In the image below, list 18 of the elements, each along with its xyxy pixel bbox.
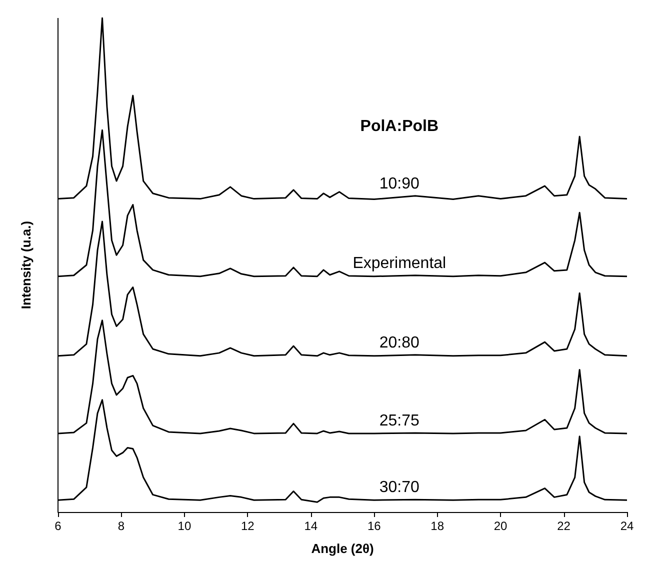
series-label: 30:70 [379,479,420,496]
x-tick-label: 8 [118,519,125,533]
series-label: 10:90 [379,175,420,192]
x-tick-label: 24 [620,519,634,533]
x-tick-label: 18 [430,519,444,533]
x-axis-title: Angle (2θ) [311,541,374,556]
y-axis-title: Intensity (u.a.) [18,220,34,310]
x-tick-label: 16 [367,519,382,533]
series-label: 20:80 [379,334,420,352]
x-tick-label: 12 [240,519,255,533]
series-label: 25:75 [379,412,420,430]
legend-title: PolA:PolB [360,118,439,136]
x-tick-label: 20 [494,519,508,533]
x-tick-label: 10 [178,519,192,533]
x-tick-label: 22 [557,519,571,533]
x-tick-label: 6 [54,519,62,533]
x-tick-label: 14 [304,519,318,533]
series-label: Experimental [352,254,446,272]
